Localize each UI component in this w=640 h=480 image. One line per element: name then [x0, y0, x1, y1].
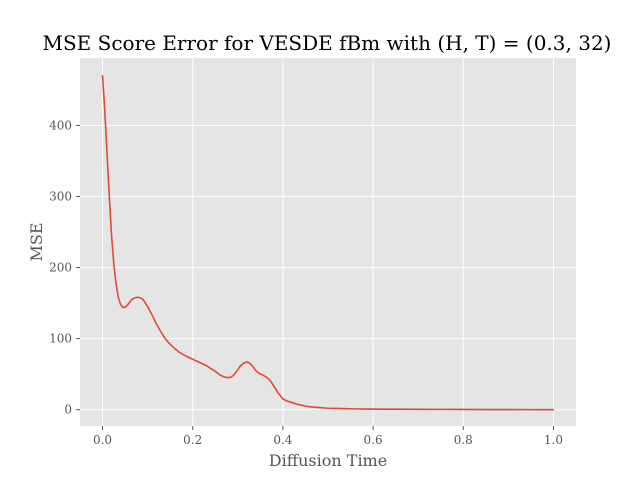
- x-tick-label: 0.2: [183, 433, 202, 447]
- series-layer: [101, 74, 555, 411]
- y-axis-label: MSE: [27, 222, 46, 261]
- x-tick-label: 0.8: [454, 433, 473, 447]
- x-tick-label: 0.0: [93, 433, 112, 447]
- grid: [80, 58, 576, 426]
- ticks: 0.0 0.2 0.4 0.6 0.8 1.0 0 100 200 300 400: [49, 118, 563, 447]
- y-tick-label: 100: [49, 332, 72, 346]
- plot-area: [80, 58, 576, 426]
- x-tick-label: 0.4: [273, 433, 292, 447]
- y-tick-label: 0: [64, 403, 72, 417]
- y-tick-label: 400: [49, 118, 72, 132]
- chart-title: MSE Score Error for VESDE fBm with (H, T…: [43, 31, 612, 55]
- series-line-mse: [101, 74, 555, 411]
- x-axis-label: Diffusion Time: [269, 451, 387, 470]
- y-tick-label: 200: [49, 261, 72, 275]
- x-tick-label: 0.6: [364, 433, 383, 447]
- x-tick-label: 1.0: [544, 433, 563, 447]
- y-tick-label: 300: [49, 190, 72, 204]
